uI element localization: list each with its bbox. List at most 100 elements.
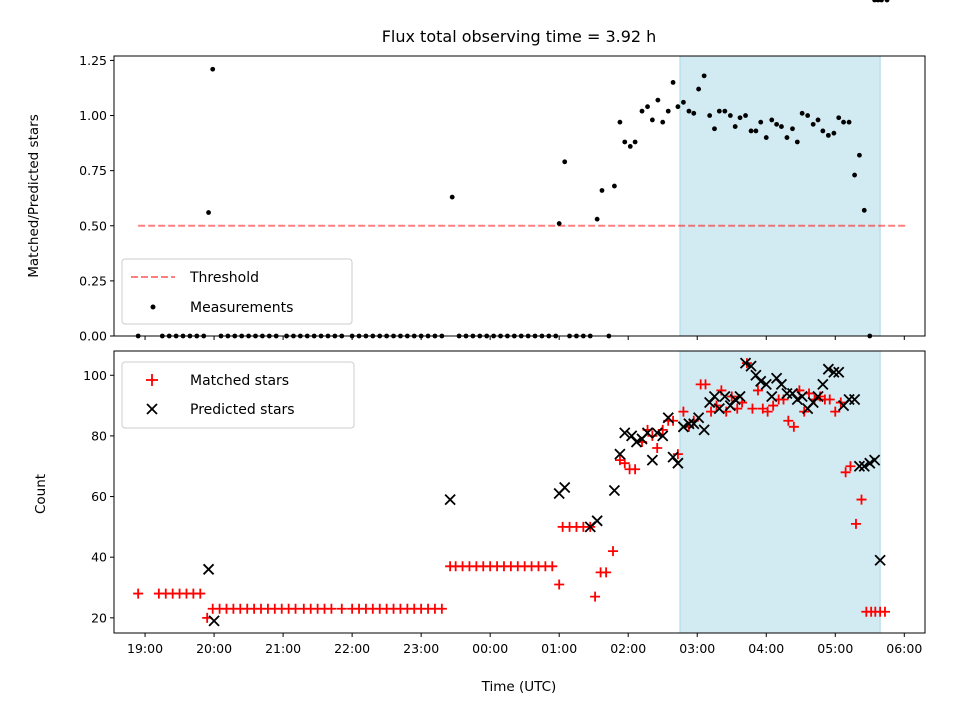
measurement-point [632, 139, 638, 145]
predicted-star-point [641, 427, 654, 439]
x-tick-label: 19:00 [127, 641, 163, 656]
y-tick-label: 80 [91, 428, 107, 443]
measurement-point [836, 115, 842, 121]
measurement-point [861, 207, 867, 213]
matched-legend-swatch [146, 374, 158, 386]
predicted-legend-swatch [146, 403, 158, 415]
predicted-star-point [657, 430, 669, 442]
predicted-star-point [745, 360, 757, 372]
matched-star-point [678, 406, 689, 417]
matched-star-point [133, 588, 144, 599]
measurement-point [774, 121, 780, 127]
top-legend-box [121, 258, 353, 325]
measurement-point [758, 119, 764, 125]
matched-star-point [830, 406, 841, 417]
matched-star-point [630, 464, 641, 475]
bottom-y-axis-label: Count [33, 474, 49, 514]
measurement-point [562, 159, 568, 165]
measurement-point [612, 183, 617, 189]
predicted-star-point [630, 436, 643, 448]
measurement-point [696, 86, 702, 92]
top-legend-threshold-label: Threshold [189, 270, 259, 286]
predicted-star-point [833, 366, 845, 378]
x-tick-label: 23:00 [403, 641, 439, 656]
bottom-legend-matched-label: Matched stars [190, 373, 289, 389]
measurement-point [727, 113, 733, 118]
matched-star-point [608, 546, 619, 557]
bottom-legend: Matched stars Predicted stars [121, 361, 355, 429]
x-tick-label: 02:00 [610, 641, 646, 656]
matched-star-point [554, 579, 565, 590]
axes-frame [113, 55, 926, 337]
predicted-star-point [853, 460, 866, 472]
predicted-star-point [708, 390, 721, 403]
matched-star-point [547, 561, 558, 572]
y-tick-label: 1.25 [79, 53, 107, 68]
predicted-star-point [812, 390, 824, 403]
measurement-point [599, 188, 605, 193]
predicted-star-point [874, 554, 886, 566]
measurement-point [846, 119, 852, 125]
predicted-star-point [755, 375, 767, 387]
measurement-point [763, 135, 769, 140]
measurement-point [852, 172, 857, 178]
measurement-point [737, 115, 743, 121]
x-tick-label: 21:00 [265, 641, 301, 656]
x-tick-label: 20:00 [196, 641, 232, 656]
measurement-point [449, 194, 455, 200]
measurement-point [686, 108, 692, 114]
predicted-star-point [208, 615, 220, 627]
predicted-star-point [692, 412, 705, 424]
predicted-star-point [672, 457, 684, 469]
matched-star-point [747, 403, 758, 414]
measurement-point [639, 108, 645, 114]
measurement-point [681, 99, 686, 105]
measurement-point [660, 119, 666, 125]
measurement-point [769, 117, 775, 123]
predicted-star-point [591, 515, 603, 527]
x-tick-label: 01:00 [541, 641, 577, 656]
measurement-point [815, 117, 821, 123]
predicted-star-point [817, 378, 829, 390]
matched-star-point [824, 394, 835, 405]
y-tick-label: 40 [91, 550, 107, 565]
bottom-panel: 20 40 60 80 100 19:00 20:00 21:00 22:00 23:00 00:0… [83, 350, 926, 656]
measurement-point [622, 139, 628, 145]
x-axis-label: Time (UTC) [481, 679, 557, 695]
predicted-star-point [662, 412, 674, 424]
measurement-point [831, 130, 837, 136]
measurement-point [732, 124, 738, 129]
measurement-point [210, 66, 216, 72]
matched-star-point [788, 421, 799, 432]
measurement-point [753, 128, 759, 134]
matched-star-point [783, 415, 794, 426]
matched-star-point [619, 458, 630, 469]
predicted-star-point [766, 390, 778, 403]
measurement-point [841, 119, 846, 125]
matched-star-point [840, 467, 851, 478]
predicted-star-point [760, 378, 772, 390]
matched-star-point [768, 400, 779, 411]
measurement-point [206, 210, 211, 215]
measurement-point [707, 113, 713, 118]
predicted-star-point [614, 448, 626, 460]
matched-star-point [845, 461, 856, 472]
measurement-point [645, 104, 650, 110]
matched-star-point [195, 588, 206, 599]
predicted-star-point [698, 424, 710, 436]
matched-star-point [752, 385, 763, 396]
predicted-star-point [719, 390, 731, 403]
measurement-point [810, 121, 816, 127]
predicted-star-point [619, 427, 631, 439]
predicted-star-point [775, 378, 788, 390]
measurement-point [779, 124, 784, 129]
measurement-point [799, 110, 805, 116]
measurement-point [655, 97, 661, 103]
measurement-point [627, 143, 633, 149]
measurement-point [691, 110, 697, 116]
axes-frame [113, 350, 926, 634]
measurement-point [649, 117, 655, 123]
matched-star-point [672, 449, 683, 460]
